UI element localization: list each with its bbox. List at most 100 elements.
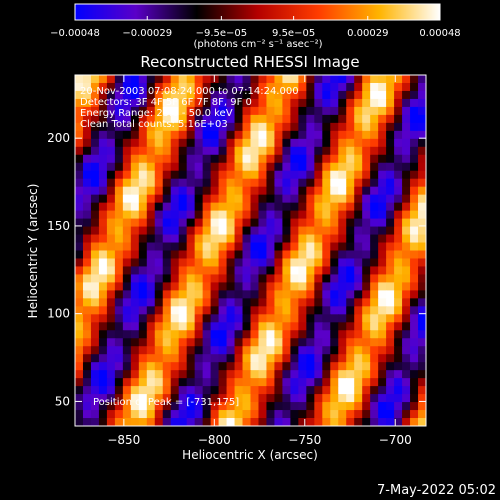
heatmap-cell: [226, 98, 236, 108]
heatmap-cell: [386, 378, 395, 387]
heatmap-cell: [170, 306, 180, 315]
heatmap-cell: [234, 178, 244, 188]
heatmap-cell: [402, 226, 411, 236]
heatmap-cell: [378, 258, 387, 268]
heatmap-cell: [386, 410, 395, 419]
heatmap-cell: [90, 194, 100, 204]
heatmap-cell: [274, 410, 284, 419]
heatmap-cell: [75, 186, 84, 196]
heatmap-cell: [338, 210, 347, 220]
heatmap-cell: [170, 130, 180, 140]
heatmap-cell: [298, 226, 307, 236]
heatmap-cell: [370, 338, 379, 347]
heatmap-cell: [122, 202, 132, 212]
heatmap-cell: [162, 410, 172, 419]
heatmap-cell: [402, 306, 411, 315]
heatmap-cell: [330, 386, 339, 395]
heatmap-cell: [314, 210, 323, 220]
heatmap-cell: [98, 106, 108, 116]
heatmap-cell: [338, 130, 347, 140]
heatmap-cell: [266, 98, 276, 108]
heatmap-cell: [98, 282, 108, 291]
heatmap-cell: [306, 322, 315, 331]
heatmap-cell: [154, 330, 164, 339]
heatmap-cell: [210, 346, 220, 355]
heatmap-cell: [194, 162, 204, 172]
heatmap-cell: [266, 75, 276, 84]
heatmap-cell: [138, 210, 148, 220]
heatmap-cell: [242, 162, 252, 172]
heatmap-cell: [234, 234, 244, 244]
heatmap-cell: [162, 250, 172, 260]
heatmap-cell: [82, 282, 92, 291]
heatmap-cell: [146, 90, 156, 100]
heatmap-cell: [314, 122, 323, 132]
heatmap-cell: [322, 394, 331, 403]
heatmap-cell: [138, 162, 148, 172]
heatmap-cell: [234, 218, 244, 228]
heatmap-cell: [106, 154, 116, 164]
heatmap-cell: [242, 322, 252, 331]
colorbar-unit-label: (photons cm⁻² s⁻¹ asec⁻²): [193, 39, 322, 50]
heatmap-cell: [226, 378, 236, 387]
heatmap-cell: [362, 90, 371, 100]
heatmap-cell: [258, 314, 268, 323]
heatmap-cell: [298, 194, 307, 204]
heatmap-cell: [378, 354, 387, 363]
heatmap-cell: [218, 90, 228, 100]
heatmap-cell: [75, 122, 84, 132]
heatmap-cell: [210, 354, 220, 363]
heatmap-cell: [418, 282, 426, 291]
heatmap-cell: [234, 394, 244, 403]
heatmap-cell: [186, 314, 196, 323]
heatmap-cell: [394, 330, 403, 339]
heatmap-cell: [386, 186, 395, 196]
heatmap-cell: [234, 282, 244, 291]
heatmap-cell: [322, 130, 331, 140]
heatmap-cell: [234, 410, 244, 419]
heatmap-cell: [106, 330, 116, 339]
heatmap-cell: [106, 338, 116, 347]
heatmap-cell: [274, 298, 284, 307]
heatmap-cell: [330, 218, 339, 228]
heatmap-cell: [314, 314, 323, 323]
heatmap-cell: [410, 394, 419, 403]
heatmap-cell: [154, 130, 164, 140]
heatmap-cell: [378, 378, 387, 387]
heatmap-cell: [75, 218, 84, 228]
heatmap-cell: [314, 250, 323, 260]
heatmap-cell: [418, 226, 426, 236]
heatmap-cell: [266, 226, 276, 236]
heatmap-cell: [226, 250, 236, 260]
heatmap-cell: [418, 402, 426, 411]
heatmap-cell: [122, 170, 132, 180]
heatmap-cell: [75, 338, 84, 347]
heatmap-cell: [186, 258, 196, 268]
heatmap-cell: [330, 90, 339, 100]
heatmap-cell: [266, 330, 276, 339]
heatmap-cell: [162, 370, 172, 379]
heatmap-cell: [170, 370, 180, 379]
heatmap-cell: [282, 402, 291, 411]
heatmap-cell: [314, 354, 323, 363]
heatmap-cell: [362, 226, 371, 236]
heatmap-cell: [178, 130, 188, 140]
heatmap-cell: [322, 378, 331, 387]
heatmap-cell: [362, 210, 371, 220]
heatmap-cell: [338, 314, 347, 323]
heatmap-cell: [290, 75, 299, 84]
heatmap-cell: [98, 178, 108, 188]
heatmap-cell: [162, 378, 172, 387]
heatmap-cell: [370, 226, 379, 236]
heatmap-cell: [122, 75, 132, 84]
heatmap-image: [75, 75, 426, 426]
heatmap-cell: [322, 146, 331, 156]
heatmap-cell: [290, 402, 299, 411]
heatmap-cell: [330, 122, 339, 132]
heatmap-cell: [266, 282, 276, 291]
heatmap-cell: [330, 114, 339, 124]
heatmap-cell: [146, 194, 156, 204]
heatmap-cell: [250, 170, 260, 180]
heatmap-cell: [282, 290, 291, 299]
heatmap-cell: [346, 234, 355, 244]
